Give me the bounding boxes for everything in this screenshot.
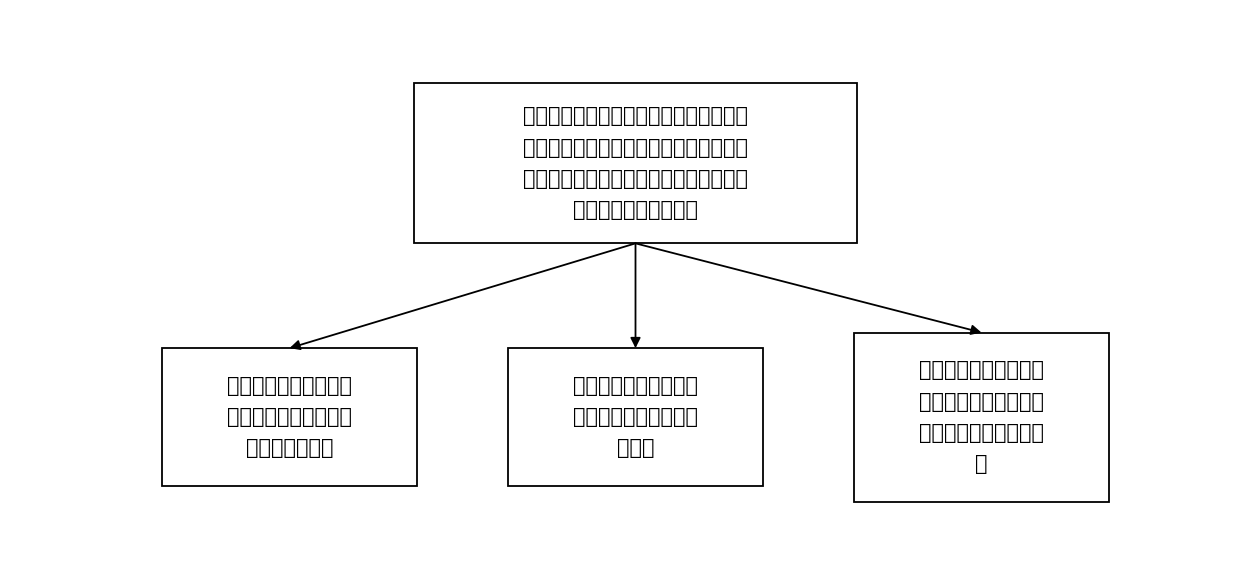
Text: 根据有功功率数据来判
断是否触发小型单相发
电机组的逆功率保护机
制: 根据有功功率数据来判 断是否触发小型单相发 电机组的逆功率保护机 制 (919, 360, 1044, 474)
Bar (508, 348, 763, 486)
Text: 根据有功功率和频率数
据调节对应的发动机输
出功率: 根据有功功率和频率数 据调节对应的发动机输 出功率 (573, 376, 698, 459)
Bar (854, 332, 1109, 502)
Bar (162, 348, 417, 486)
Bar (414, 83, 857, 243)
Text: 分别同时获取处于并机状态下的每台小型
单相发电机组的单相电流输入和单相电压
输入，分析得到对应的有功功率数据、无
功功率数据和频率数据: 分别同时获取处于并机状态下的每台小型 单相发电机组的单相电流输入和单相电压 输入… (523, 107, 748, 220)
Text: 根据无功功率数据调节
对应的小型单相发电机
组的励磁电流值: 根据无功功率数据调节 对应的小型单相发电机 组的励磁电流值 (227, 376, 352, 459)
